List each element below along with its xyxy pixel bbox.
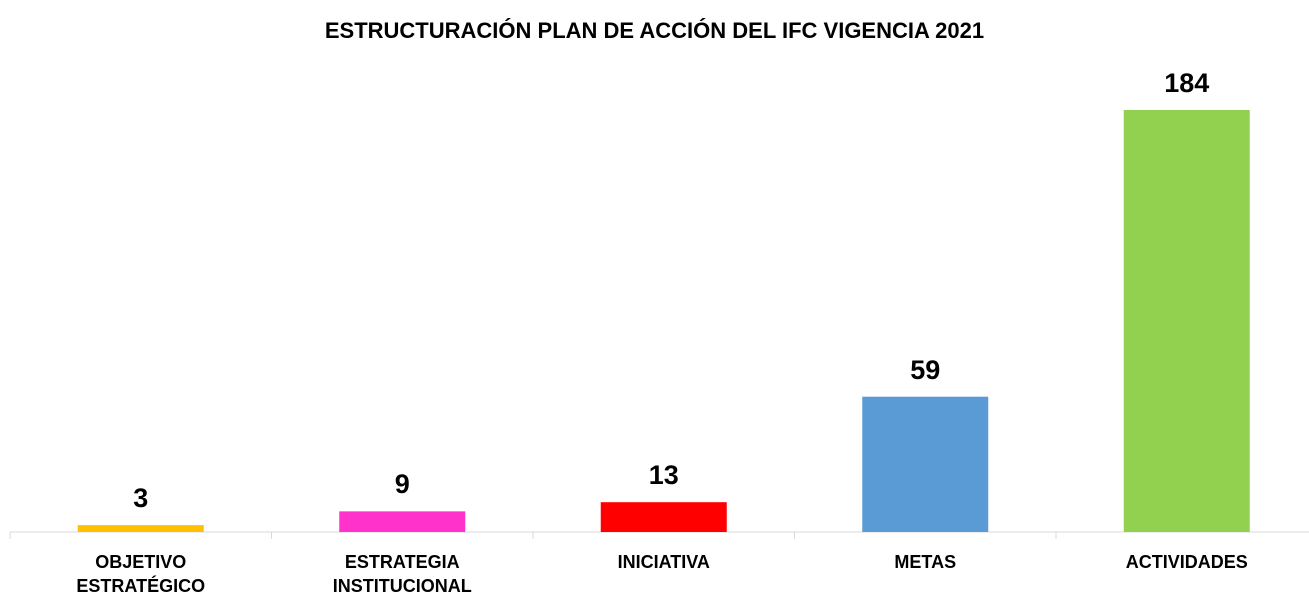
bar xyxy=(339,511,466,532)
x-tick-label: ESTRATEGIA INSTITUCIONAL xyxy=(332,552,472,596)
data-label: 9 xyxy=(394,469,410,500)
x-tick-label: INICIATIVA xyxy=(617,552,710,572)
x-tick-label: OBJETIVO ESTRATÉGICO xyxy=(76,552,206,596)
bar xyxy=(77,525,204,532)
chart-title: ESTRUCTURACIÓN PLAN DE ACCIÓN DEL IFC VI… xyxy=(324,18,985,43)
data-label: 59 xyxy=(910,354,941,385)
bar xyxy=(600,502,727,532)
x-tick-label: ACTIVIDADES xyxy=(1125,552,1248,572)
data-label: 3 xyxy=(133,483,149,514)
data-label: 184 xyxy=(1164,68,1210,98)
bar xyxy=(862,396,989,532)
bar xyxy=(1123,110,1250,532)
x-tick-label: METAS xyxy=(894,552,957,572)
data-label: 13 xyxy=(648,460,679,491)
